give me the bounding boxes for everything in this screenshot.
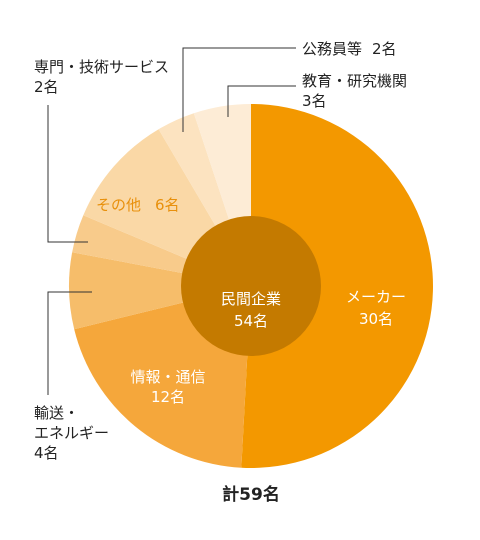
inner-circle-private-companies	[181, 216, 321, 356]
leader-line-yuso	[47, 291, 92, 395]
value-komuin: 2名	[372, 40, 397, 58]
value-joho: 12名	[151, 388, 185, 406]
value-maker: 30名	[359, 310, 393, 328]
label-yuso-line1: 輸送・	[34, 404, 79, 422]
label-senmon: 専門・技術サービス	[34, 58, 169, 76]
value-senmon: 2名	[34, 78, 59, 96]
leader-line-senmon	[47, 105, 88, 243]
label-sonota: その他	[96, 196, 141, 214]
leader-line-kyoiku	[227, 85, 296, 117]
value-sonota: 6名	[155, 196, 180, 214]
leader-line-komuin	[182, 47, 296, 132]
pie-slice-maker	[241, 104, 433, 468]
value-yuso: 4名	[34, 444, 59, 462]
label-joho: 情報・通信	[130, 368, 205, 386]
value-inner: 54名	[234, 312, 268, 330]
label-komuin: 公務員等	[302, 40, 362, 58]
value-kyoiku: 3名	[302, 92, 327, 110]
label-maker: メーカー	[346, 288, 406, 306]
label-inner: 民間企業	[221, 290, 281, 308]
label-yuso-line2: エネルギー	[34, 424, 109, 442]
pie-slice-yuso	[69, 252, 251, 330]
label-kyoiku: 教育・研究機関	[302, 72, 407, 90]
total-label: 計59名	[222, 484, 280, 505]
